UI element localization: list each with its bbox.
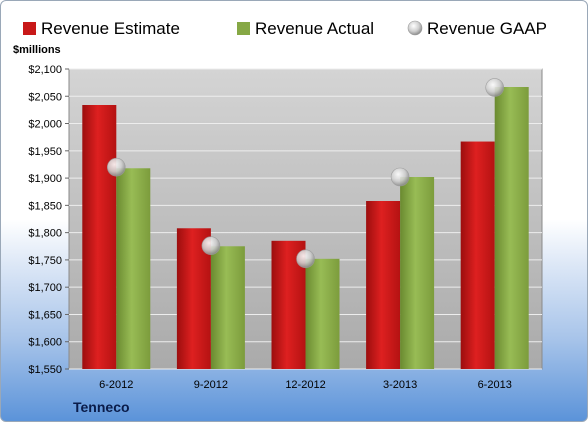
marker-revenue-gaap [485,78,505,97]
legend-label: Revenue Estimate [41,19,180,38]
x-tick-label: 12-2012 [285,379,325,391]
bar-revenue-actual [305,258,340,369]
y-tick-label: $2,100 [28,64,62,76]
legend-swatch [23,22,36,35]
marker-series [107,78,505,269]
y-tick-label: $1,850 [28,200,62,212]
bar-series [82,87,529,369]
y-tick-label: $1,550 [28,364,62,376]
marker-revenue-gaap [296,249,315,269]
y-tick-label: $1,700 [28,282,62,294]
x-tick-label: 3-2013 [383,379,417,391]
y-tick-label: $1,950 [28,146,62,158]
bar-revenue-actual [494,87,529,369]
x-axis-ticks: 6-2012 9-2012 12-2012 3-2013 6-2013 [99,379,512,391]
legend-label: Revenue GAAP [427,19,547,38]
company-label: Tenneco [73,399,130,415]
bar-revenue-estimate [460,141,495,369]
legend-label: Revenue Actual [255,19,374,38]
y-tick-label: $2,000 [28,119,62,131]
legend: Revenue Estimate Revenue Actual Revenue GA… [23,19,547,38]
marker-revenue-gaap [201,236,221,256]
bar-revenue-estimate [82,105,117,369]
y-tick-label: $1,800 [28,228,62,240]
legend-swatch [407,20,423,36]
bar-revenue-estimate [366,201,401,369]
bar-revenue-actual [210,246,245,369]
x-tick-label: 6-2012 [99,379,133,391]
y-tick-label: $1,650 [28,309,62,321]
y-tick-label: $1,750 [28,255,62,267]
marker-revenue-gaap [390,167,410,187]
x-tick-label: 9-2012 [194,379,228,391]
marker-revenue-gaap [107,157,126,177]
legend-swatch [237,22,250,35]
y-tick-label: $1,900 [28,173,62,185]
bar-revenue-actual [116,168,151,369]
x-tick-label: 6-2013 [478,379,512,391]
bar-revenue-actual [400,177,435,369]
y-axis-unit-label: $millions [13,44,61,56]
y-tick-label: $2,050 [28,91,62,103]
y-tick-label: $1,600 [28,337,62,349]
y-axis-ticks: $1,550 $1,600 $1,650 $1,700 $1,750 $1,800 $1,8… [28,64,69,376]
